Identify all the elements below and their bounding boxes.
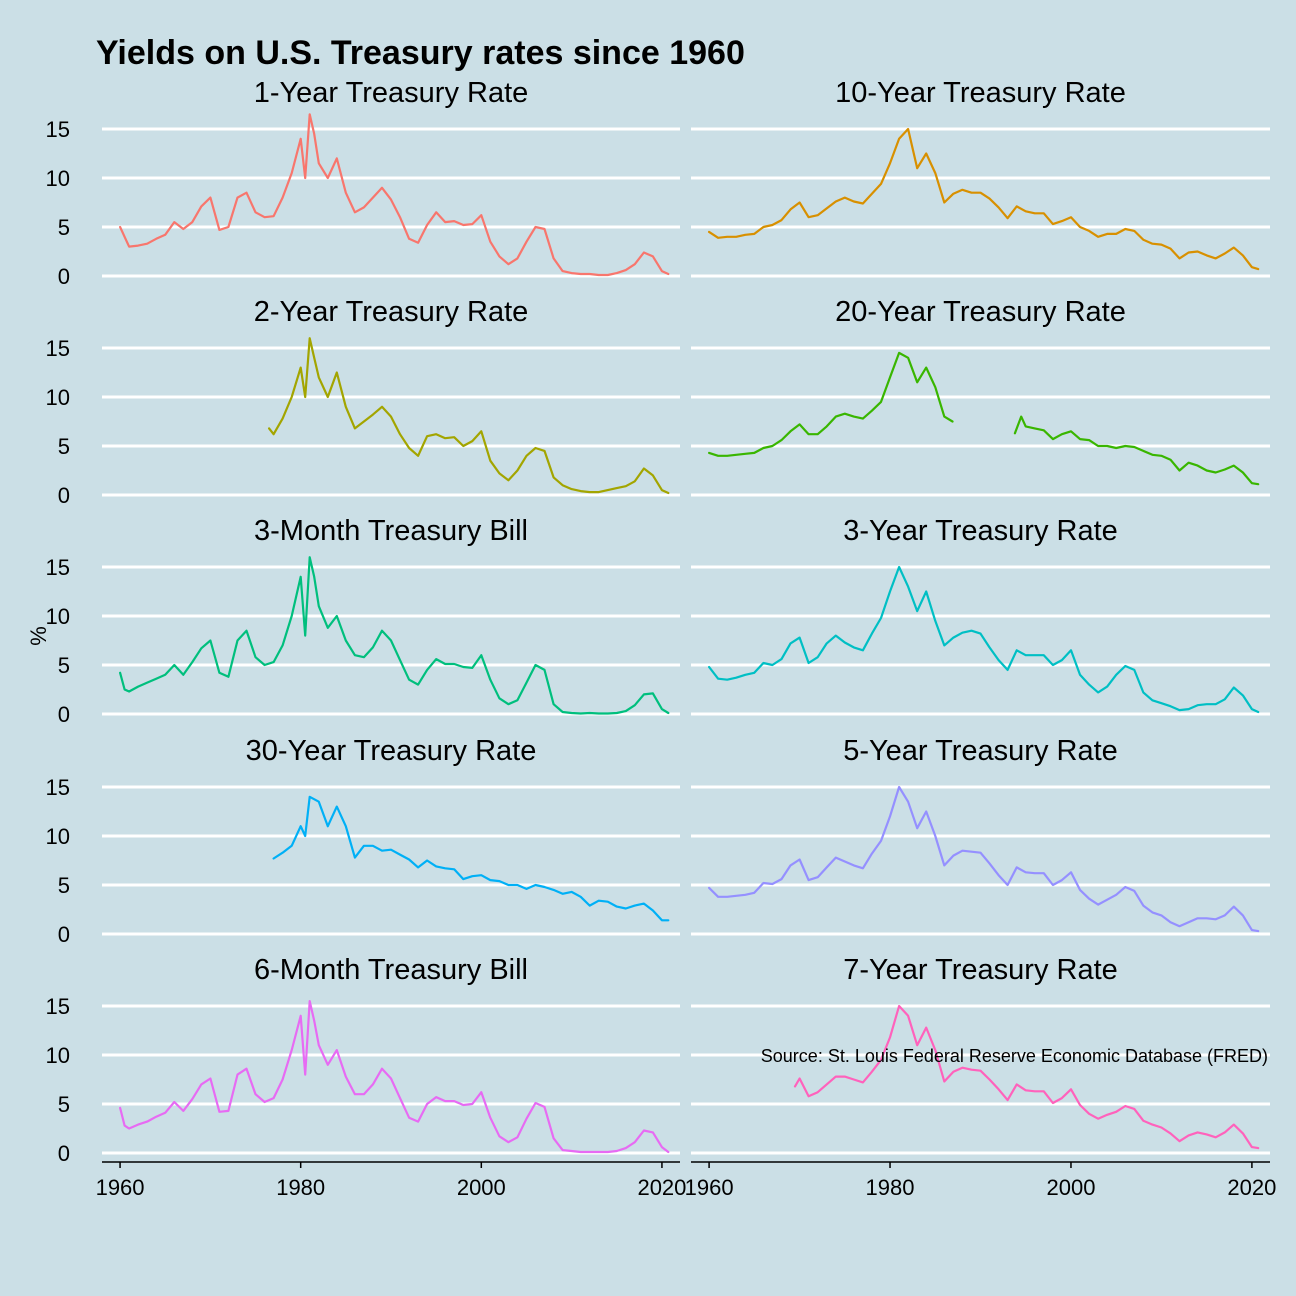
- y-tick-label: 15: [46, 336, 70, 361]
- series-line: [793, 1004, 1260, 1150]
- facet-panels: 0 5 10 15 1-Year Treasury Rate 10-Year Treasu…: [46, 77, 1277, 1200]
- series-line: [708, 565, 1260, 714]
- x-tick-label: 1960: [685, 1175, 734, 1200]
- facet-panel: 3-Year Treasury Rate: [691, 515, 1270, 716]
- facet-panel: 5-Year Treasury Rate: [691, 735, 1270, 936]
- panel-title: 1-Year Treasury Rate: [254, 77, 529, 109]
- y-tick-label: 10: [46, 166, 70, 191]
- facet-panel: 0 5 10 15 1-Year Treasury Rate: [46, 77, 680, 289]
- x-tick-label: 2000: [457, 1175, 506, 1200]
- x-tick-label: 1980: [866, 1175, 915, 1200]
- panel-title: 3-Month Treasury Bill: [254, 515, 528, 547]
- series-line: [119, 113, 670, 277]
- facet-panel: 7-Year Treasury Rate 1960 1980 2000 2020: [685, 954, 1277, 1200]
- y-tick-label: 0: [58, 483, 70, 508]
- panel-title: 2-Year Treasury Rate: [254, 296, 529, 328]
- x-tick-label: 2020: [637, 1175, 686, 1200]
- y-tick-label: 15: [46, 555, 70, 580]
- series-line: [708, 351, 1260, 486]
- y-tick-label: 0: [58, 922, 70, 947]
- panel-title: 6-Month Treasury Bill: [254, 954, 528, 986]
- chart-title: Yields on U.S. Treasury rates since 1960: [96, 34, 745, 72]
- x-tick-label: 1980: [276, 1175, 325, 1200]
- panel-title: 20-Year Treasury Rate: [835, 296, 1126, 328]
- facet-panel: 20-Year Treasury Rate: [691, 296, 1270, 497]
- facet-panel: 0 5 10 15 3-Month Treasury Bill: [46, 515, 680, 727]
- y-tick-label: 10: [46, 1043, 70, 1068]
- y-tick-label: 5: [58, 434, 70, 459]
- y-tick-label: 15: [46, 117, 70, 142]
- y-tick-label: 15: [46, 775, 70, 800]
- y-tick-label: 0: [58, 264, 70, 289]
- y-tick-label: 5: [58, 1092, 70, 1117]
- series-line: [272, 795, 670, 922]
- facet-panel: 0 5 10 15 2-Year Treasury Rate: [46, 296, 680, 508]
- panel-title: 5-Year Treasury Rate: [843, 735, 1118, 767]
- y-tick-label: 0: [58, 702, 70, 727]
- panel-title: 10-Year Treasury Rate: [835, 77, 1126, 109]
- panel-title: 30-Year Treasury Rate: [246, 735, 537, 767]
- series-line: [708, 127, 1260, 271]
- y-tick-label: 5: [58, 653, 70, 678]
- series-line: [268, 337, 670, 495]
- chart-caption: Source: St. Louis Federal Reserve Econom…: [761, 1046, 1268, 1066]
- y-tick-label: 15: [46, 994, 70, 1019]
- x-tick-label: 2000: [1046, 1175, 1095, 1200]
- y-tick-label: 5: [58, 873, 70, 898]
- facet-panel: 0 5 10 15 6-Month Treasury Bill 1960 1980 2000 2…: [46, 954, 687, 1200]
- facet-panel: 0 5 10 15 30-Year Treasury Rate: [46, 735, 680, 947]
- y-tick-label: 10: [46, 385, 70, 410]
- y-axis-label: %: [26, 626, 51, 646]
- panel-title: 3-Year Treasury Rate: [843, 515, 1118, 547]
- series-line: [119, 1000, 670, 1154]
- series-line: [708, 785, 1260, 933]
- y-tick-label: 10: [46, 604, 70, 629]
- y-tick-label: 0: [58, 1141, 70, 1166]
- panel-title: 7-Year Treasury Rate: [843, 954, 1118, 986]
- series-line: [119, 556, 670, 715]
- x-tick-label: 1960: [96, 1175, 145, 1200]
- x-tick-label: 2020: [1227, 1175, 1276, 1200]
- y-tick-label: 5: [58, 215, 70, 240]
- y-tick-label: 10: [46, 824, 70, 849]
- facet-panel: 10-Year Treasury Rate: [691, 77, 1270, 278]
